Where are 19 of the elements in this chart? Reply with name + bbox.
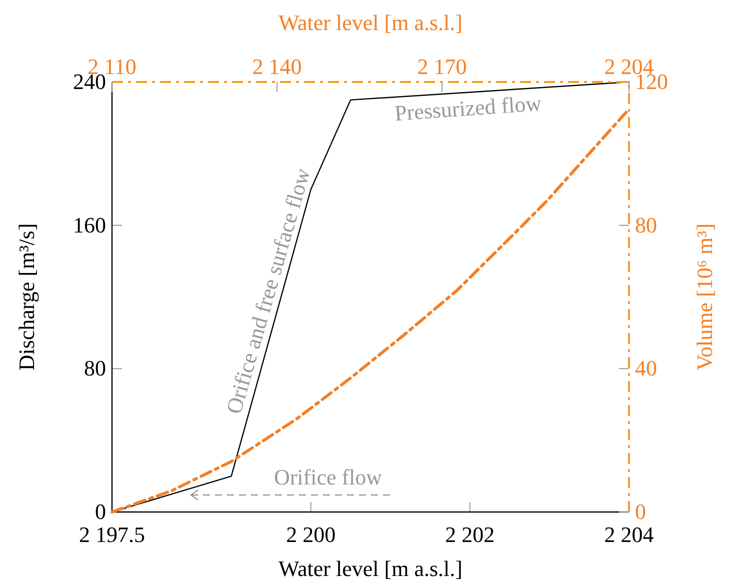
annotation: Orifice flow (274, 464, 382, 490)
y-axis-title: Volume [10⁶ m³] (692, 223, 717, 371)
y-tick-label: 80 (84, 356, 106, 381)
y-tick-label: 0 (635, 499, 646, 524)
x-axis-title: Water level [m a.s.l.] (278, 556, 462, 581)
x-tick-label: 2 204 (604, 522, 654, 547)
annotation: Pressurized flow (394, 90, 542, 126)
x-tick-label: 2 200 (286, 522, 336, 547)
y-tick-label: 160 (73, 212, 106, 238)
annotation: Orifice and free surface flow (220, 165, 316, 417)
y-axis-title: Discharge [m³/s] (14, 223, 39, 371)
x-tick-label: 2 202 (445, 522, 495, 547)
y-tick-label: 40 (635, 356, 657, 381)
y-tick-label: 0 (95, 499, 106, 524)
x-tick-label: 2 140 (252, 54, 302, 79)
x-axis-title: Water level [m a.s.l.] (278, 10, 462, 35)
y-tick-label: 80 (635, 212, 657, 238)
x-tick-label: 2 170 (417, 54, 467, 79)
x-tick-label: 2 197.5 (79, 522, 145, 547)
